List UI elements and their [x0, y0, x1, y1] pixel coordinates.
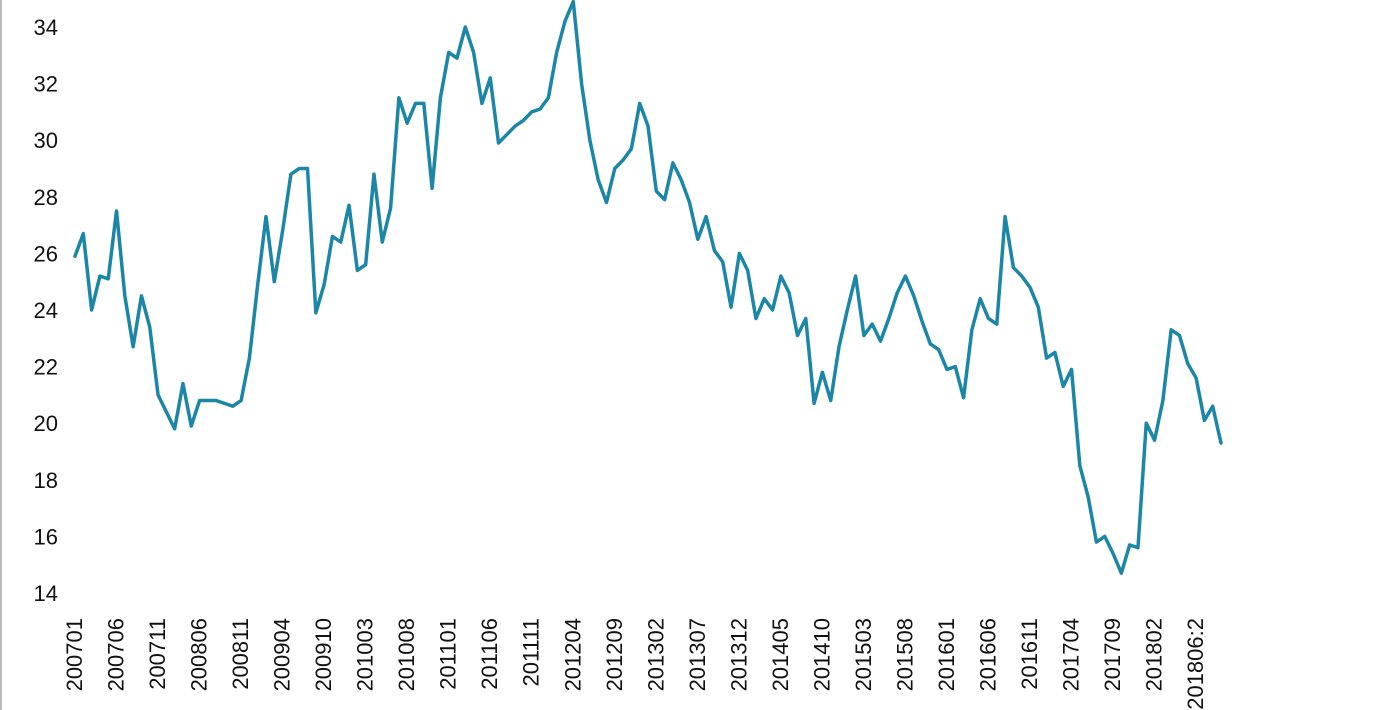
- y-tick-label: 20: [34, 411, 58, 436]
- x-tick-label: 201802: [1142, 618, 1167, 691]
- x-tick-label: 201101: [436, 618, 461, 690]
- y-tick-label: 18: [34, 468, 58, 493]
- x-tick-label: 201410: [809, 618, 834, 691]
- x-tick-label: 201302: [643, 618, 668, 691]
- x-tick-label: 201111: [519, 618, 544, 687]
- y-axis-ticks: 14 16 18 20 22 24 26 28 30 32 34: [34, 15, 58, 606]
- y-tick-label: 26: [34, 241, 58, 266]
- y-tick-label: 30: [34, 128, 58, 153]
- y-tick-label: 28: [34, 185, 58, 210]
- x-tick-label: 200701: [62, 618, 87, 691]
- y-tick-label: 14: [34, 581, 58, 606]
- x-tick-label: 200811: [228, 618, 253, 690]
- x-tick-label: 201508: [892, 618, 917, 691]
- x-tick-label: 200904: [270, 618, 295, 691]
- x-tick-label: 201709: [1100, 618, 1125, 691]
- x-tick-label: 200806: [187, 618, 212, 691]
- series-line: [73, 0, 1223, 575]
- y-tick-label: 34: [34, 15, 58, 40]
- series-group: [73, 0, 1223, 575]
- x-tick-label: 201008: [394, 618, 419, 691]
- x-tick-label: 200706: [104, 618, 129, 691]
- x-tick-label: 201806:2: [1183, 618, 1208, 710]
- x-tick-label: 201611: [1017, 618, 1042, 690]
- x-tick-label: 201601: [934, 618, 959, 691]
- x-tick-label: 201209: [602, 618, 627, 691]
- x-tick-label: 201003: [353, 618, 378, 691]
- y-tick-label: 32: [34, 72, 58, 97]
- x-tick-label: 201606: [975, 618, 1000, 691]
- x-tick-label: 200711: [145, 618, 170, 690]
- y-tick-label: 22: [34, 355, 58, 380]
- x-tick-label: 201405: [768, 618, 793, 691]
- x-tick-label: 200910: [311, 618, 336, 691]
- x-tick-label: 201106: [477, 618, 502, 690]
- x-axis-ticks: 200701 200706 200711 200806 200811 200904 2009…: [62, 618, 1208, 710]
- x-tick-label: 201503: [851, 618, 876, 691]
- x-tick-label: 201312: [726, 618, 751, 691]
- x-tick-label: 201307: [685, 618, 710, 691]
- y-tick-label: 16: [34, 524, 58, 549]
- y-tick-label: 24: [34, 298, 58, 323]
- x-tick-label: 201204: [560, 618, 585, 691]
- x-tick-label: 201704: [1059, 618, 1084, 691]
